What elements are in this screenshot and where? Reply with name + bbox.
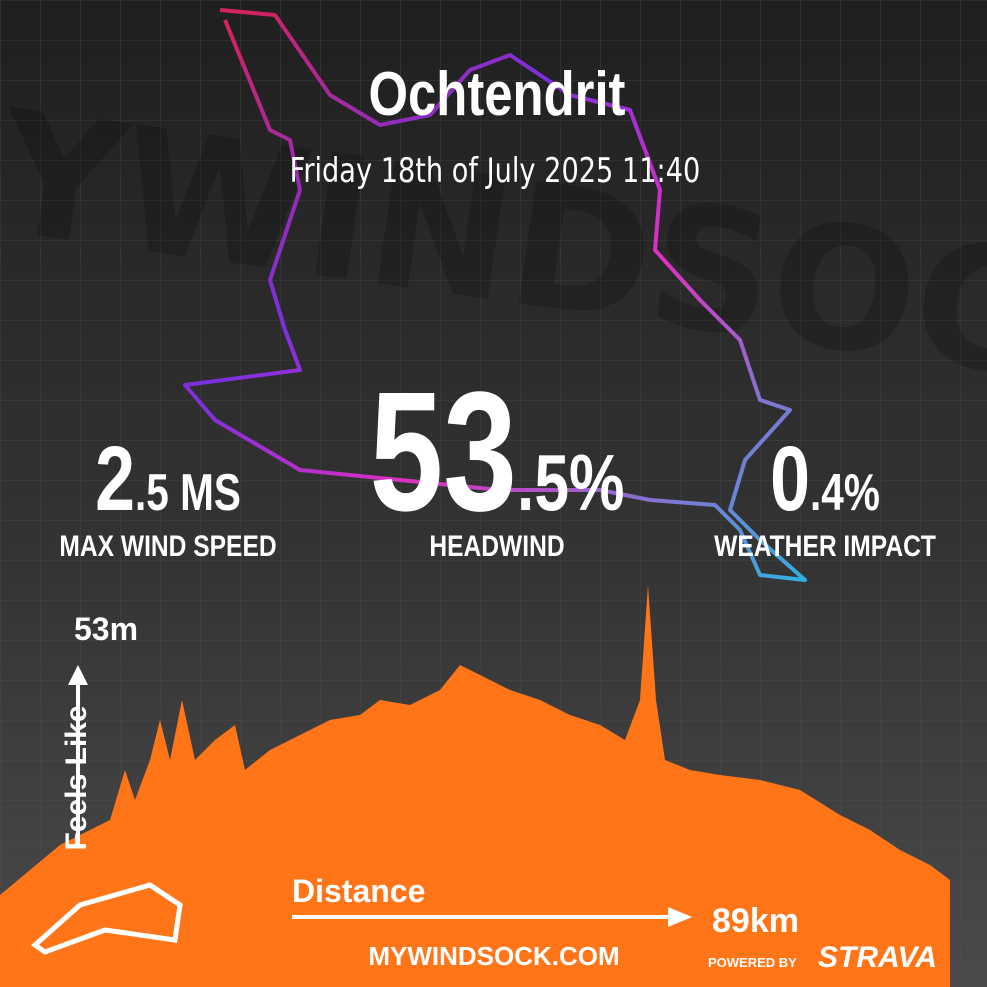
stat-value: 0.4% bbox=[770, 427, 880, 530]
stat-value-main: 0 bbox=[770, 427, 810, 530]
brand: STRAVA bbox=[818, 941, 937, 974]
x-value: 89km bbox=[712, 902, 799, 940]
stat-value-rest: .5 MS bbox=[135, 463, 241, 521]
stat-value: 53.5% bbox=[370, 357, 625, 547]
y-label: Feels Like bbox=[60, 705, 93, 850]
stat-label: WEATHER IMPACT bbox=[714, 529, 936, 563]
date: Friday 18th of July 2025 11:40 bbox=[290, 151, 701, 191]
profile-area bbox=[0, 585, 950, 987]
stat-value-rest: .4% bbox=[810, 463, 880, 521]
stat-label: MAX WIND SPEED bbox=[59, 529, 276, 563]
stat-value: 2.5 MS bbox=[95, 427, 241, 530]
x-arrow-head bbox=[668, 907, 692, 927]
y-arrow-head bbox=[68, 665, 88, 685]
route-map bbox=[183, 8, 807, 582]
logo bbox=[30, 882, 183, 955]
stat-value-main: 2 bbox=[95, 427, 135, 530]
y-value: 53m bbox=[74, 611, 138, 647]
stat-value-main: 53 bbox=[370, 357, 517, 547]
stat-label: HEADWIND bbox=[429, 529, 564, 563]
x-label: Distance bbox=[292, 873, 425, 909]
stat-value-rest: .5% bbox=[517, 439, 625, 528]
title: Ochtendrit bbox=[369, 60, 626, 129]
site: MYWINDSOCK.COM bbox=[368, 941, 619, 971]
powered-by: POWERED BY bbox=[708, 955, 797, 970]
